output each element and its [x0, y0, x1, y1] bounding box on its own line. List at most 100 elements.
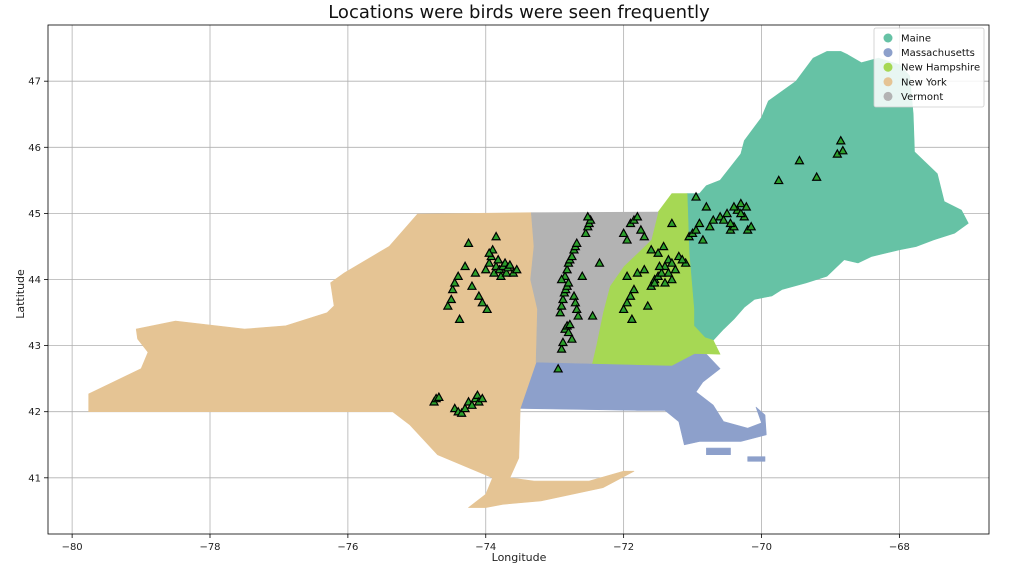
sighting-point [493, 254, 504, 264]
sighting-point [446, 294, 457, 304]
sighting-point [635, 224, 646, 234]
sighting-point [639, 264, 650, 274]
region-vermont-0 [530, 211, 659, 364]
sighting-point [460, 403, 471, 413]
sighting-point [741, 201, 752, 211]
legend-label-1: Massachusetts [901, 48, 975, 59]
sighting-point [658, 241, 669, 251]
sighting-point [553, 363, 564, 373]
sighting-point [470, 267, 481, 277]
sighting-point [556, 343, 567, 353]
sighting-point [511, 264, 522, 274]
axes: −80 −78 −76 −74 −72 −70 −68 41 42 43 44 45 46 47 [28, 24, 990, 553]
sighting-point [649, 277, 660, 287]
x-tick-label-0: −80 [62, 542, 83, 553]
y-axis-label: Lattitude [14, 269, 27, 319]
sighting-point [694, 218, 705, 228]
sighting-point [639, 231, 650, 241]
sighting-point [708, 214, 719, 224]
x-tick-label-5: −70 [751, 542, 772, 553]
sighting-point [622, 270, 633, 280]
x-tick-label-4: −72 [613, 542, 634, 553]
sighting-point [504, 259, 515, 269]
sighting-point [501, 267, 512, 277]
sighting-point [835, 135, 846, 145]
sighting-point [477, 393, 488, 403]
sighting-point [568, 290, 580, 300]
sighting-point [442, 300, 453, 310]
state-regions [88, 51, 969, 508]
sighting-point [556, 300, 567, 310]
sighting-point [556, 274, 567, 284]
sighting-point [735, 198, 746, 208]
sighting-point [659, 277, 671, 287]
sighting-point [571, 304, 582, 314]
sighting-point [557, 337, 568, 347]
legend: Maine Massachusetts New Hampshire New York V… [873, 27, 985, 108]
legend-swatch-4 [883, 91, 893, 101]
sighting-point [690, 191, 702, 201]
sighting-point [433, 391, 444, 401]
sighting-point [477, 297, 488, 307]
sighting-point [773, 175, 784, 185]
sighting-point [447, 284, 458, 294]
sighting-point [466, 280, 477, 290]
sighting-point [557, 294, 568, 304]
sighting-point [594, 257, 605, 267]
sighting-point [690, 224, 702, 234]
sighting-point [701, 201, 712, 211]
sighting-point [654, 261, 665, 271]
sighting-point [735, 208, 746, 218]
sighting-point [564, 319, 575, 329]
sighting-point [563, 327, 574, 337]
sighting-point [577, 270, 588, 280]
legend-swatch-0 [883, 33, 893, 43]
x-tick-label-3: −74 [475, 542, 496, 553]
sighting-point [622, 234, 633, 244]
x-tick-label-1: −78 [199, 542, 220, 553]
sighting-point [653, 247, 664, 257]
y-tick-label-3: 44 [28, 275, 41, 286]
sighting-point [628, 284, 639, 294]
sighting-point [460, 261, 471, 271]
sighting-point [573, 310, 584, 320]
y-tick-label-2: 43 [28, 341, 41, 352]
sighting-point [666, 274, 677, 284]
sighting-point [449, 277, 460, 287]
sighting-point [472, 389, 483, 399]
sighting-point [463, 237, 474, 247]
sighting-point [811, 171, 822, 181]
sighting-point [632, 267, 643, 277]
legend-swatch-3 [883, 77, 893, 87]
sighting-point [473, 290, 484, 300]
sighting-point [837, 145, 848, 155]
y-tick-label-6: 47 [28, 77, 41, 88]
sighting-point [663, 267, 674, 277]
y-tick-label-0: 41 [28, 473, 41, 484]
sighting-point [646, 244, 657, 254]
sighting-point [555, 307, 566, 317]
x-axis-label: Longitude [492, 551, 547, 564]
sighting-point [453, 270, 464, 280]
legend-swatch-2 [883, 62, 893, 72]
sighting-point [704, 221, 715, 231]
sighting-points [429, 135, 848, 417]
sighting-point [454, 313, 465, 323]
sighting-point [626, 313, 637, 323]
sighting-point [728, 201, 739, 211]
sighting-point [666, 218, 677, 228]
sighting-point [666, 257, 677, 267]
region-maine-0 [686, 51, 969, 341]
x-tick-label-2: −76 [337, 542, 358, 553]
sighting-point [622, 297, 633, 307]
sighting-point [582, 211, 593, 221]
sighting-point [484, 257, 495, 267]
sighting-point [618, 304, 629, 314]
sighting-point [566, 333, 577, 343]
sighting-point [570, 297, 581, 307]
sighting-point [491, 231, 502, 241]
sighting-point [725, 218, 736, 228]
sighting-point [670, 264, 681, 274]
region-massachusetts-islands-0 [706, 447, 731, 456]
